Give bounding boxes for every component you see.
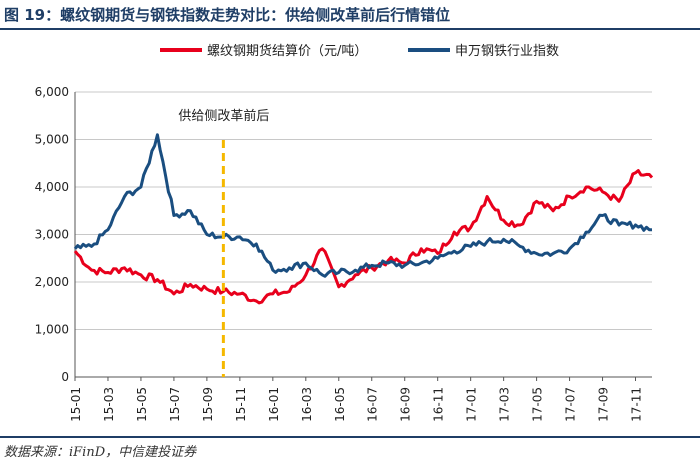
y-tick-label: 3,000 [35,228,69,242]
y-tick-label: 1,000 [35,323,69,337]
chart-title: 图 19：螺纹钢期货与钢铁指数走势对比：供给侧改革前后行情错位 [4,6,451,24]
y-tick-label: 5,000 [35,133,69,147]
x-tick-label: 16-09 [399,387,413,422]
x-tick-label: 16-05 [333,387,347,422]
y-tick-label: 6,000 [35,85,69,99]
x-tick-label: 16-11 [432,387,446,422]
x-tick-label: 15-05 [135,387,149,422]
data-source: 数据来源：iFinD，中信建投证券 [4,445,197,460]
x-tick-label: 15-07 [168,387,182,422]
x-tick-label: 17-11 [630,387,644,422]
line-chart: 0 1,000 2,000 3,000 4,000 5,000 6,000 15-01 15-0… [35,43,654,422]
x-tick-label: 17-01 [465,387,479,422]
x-tick-label: 15-11 [234,387,248,422]
series-line-1 [73,169,654,305]
x-tick-label: 16-03 [300,387,314,422]
x-tick-label: 15-03 [102,387,116,422]
series-line-2 [73,133,653,278]
x-tick-label: 15-09 [201,387,215,422]
x-tick-label: 15-01 [69,387,83,422]
legend-label-2: 申万钢铁行业指数 [455,44,559,59]
legend-label-1: 螺纹钢期货结算价（元/吨） [207,43,367,59]
x-tick-label: 17-05 [531,387,545,422]
x-tick-label: 16-07 [366,387,380,422]
x-tick-label: 17-09 [597,387,611,422]
y-tick-label: 2,000 [35,275,69,289]
annotation-label: 供给侧改革前后 [178,108,269,124]
y-tick-label: 0 [61,370,69,384]
x-tick-label: 17-07 [564,387,578,422]
y-tick-label: 4,000 [35,180,69,194]
x-tick-label: 17-03 [498,387,512,422]
title-bar: 图 19：螺纹钢期货与钢铁指数走势对比：供给侧改革前后行情错位 [0,0,700,30]
x-tick-label: 16-01 [267,387,281,422]
footer-divider [0,436,700,438]
